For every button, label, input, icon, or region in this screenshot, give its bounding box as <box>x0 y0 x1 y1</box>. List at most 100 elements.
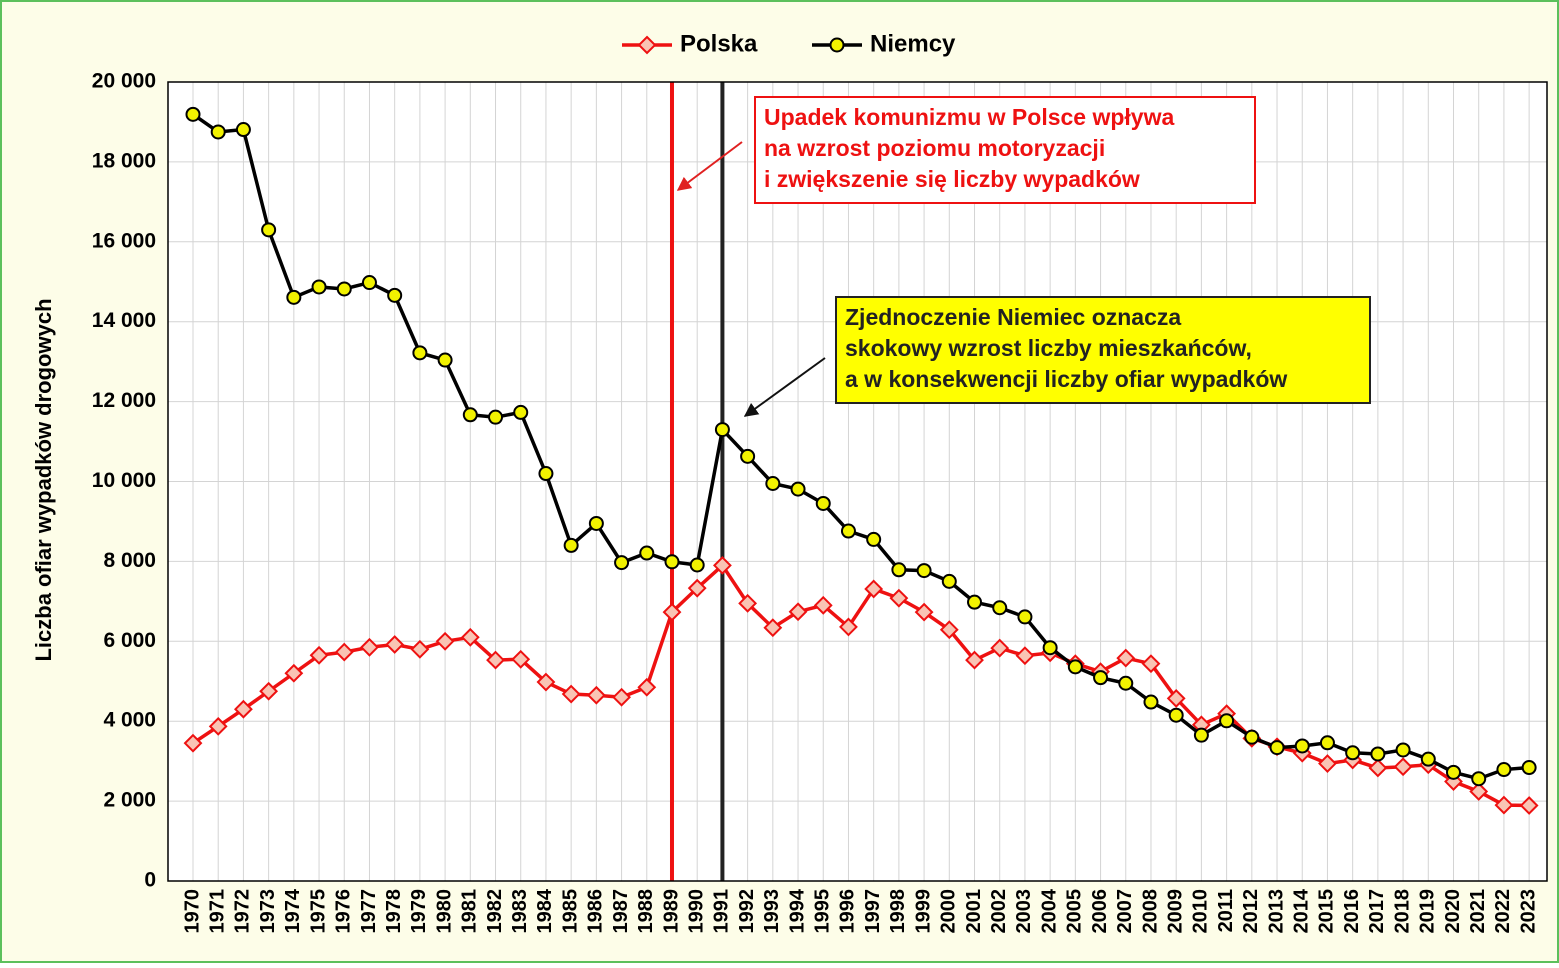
marker <box>939 620 959 640</box>
marker <box>1118 675 1134 691</box>
y-tick-label: 6 000 <box>103 629 156 652</box>
marker <box>235 122 251 138</box>
marker <box>311 279 327 295</box>
marker <box>1093 670 1109 686</box>
marker <box>941 573 957 589</box>
y-tick-label: 14 000 <box>92 309 156 332</box>
y-tick-label: 12 000 <box>92 389 156 412</box>
marker <box>185 106 201 122</box>
x-tick-label: 1972 <box>232 889 254 934</box>
x-tick-label: 1985 <box>559 889 581 934</box>
x-tick-label: 1975 <box>307 889 329 934</box>
x-tick-label: 2011 <box>1215 889 1237 932</box>
annotation-box <box>835 296 1371 404</box>
marker <box>839 617 858 637</box>
marker <box>1318 754 1337 773</box>
x-tick-label: 1986 <box>585 889 607 934</box>
y-axis-label: Liczba ofiar wypadków drogowych <box>31 298 56 661</box>
y-tick-label: 10 000 <box>92 469 156 492</box>
y-tick-label: 4 000 <box>103 709 156 732</box>
marker <box>210 124 226 140</box>
marker <box>740 448 756 464</box>
arrow <box>676 141 743 191</box>
marker <box>1496 762 1512 778</box>
marker <box>1319 735 1335 751</box>
marker <box>462 407 478 423</box>
marker <box>1141 654 1161 674</box>
marker <box>588 515 604 531</box>
marker <box>586 685 606 705</box>
marker <box>714 422 730 438</box>
x-tick-label: 1982 <box>484 889 506 934</box>
marker <box>1269 740 1285 756</box>
marker <box>840 523 856 539</box>
x-tick-label: 1981 <box>459 889 481 934</box>
marker <box>992 600 1008 616</box>
x-tick-label: 1983 <box>509 889 531 934</box>
marker <box>1067 659 1083 675</box>
marker <box>261 222 277 238</box>
marker <box>891 562 907 578</box>
x-tick-label: 1991 <box>711 889 733 934</box>
marker <box>1345 745 1361 761</box>
marker <box>1370 746 1386 762</box>
marker <box>1193 727 1209 743</box>
marker <box>1042 640 1058 656</box>
marker <box>1420 751 1436 767</box>
marker <box>1446 764 1461 780</box>
marker <box>511 649 531 669</box>
marker <box>990 638 1010 658</box>
annotation-text: a w konsekwencji liczby ofiar wypadków <box>845 366 1287 392</box>
marker <box>460 627 480 647</box>
marker <box>1521 760 1537 776</box>
y-tick-label: 8 000 <box>103 549 156 572</box>
marker <box>437 352 453 368</box>
x-tick-label: 2012 <box>1240 889 1262 934</box>
marker <box>965 650 984 670</box>
legend-marker <box>829 37 845 53</box>
x-tick-label: 2006 <box>1089 889 1111 934</box>
marker <box>513 404 529 420</box>
x-tick-label: 2010 <box>1190 889 1212 934</box>
marker <box>360 637 379 657</box>
legend-label: Niemcy <box>870 30 956 57</box>
marker <box>689 557 705 573</box>
marker <box>788 602 808 622</box>
marker <box>1395 742 1411 758</box>
marker <box>1168 707 1184 723</box>
plot-frame <box>167 81 1548 882</box>
annotation-text: Zjednoczenie Niemiec oznacza <box>845 304 1181 330</box>
x-tick-label: 1990 <box>685 889 707 934</box>
x-tick-label: 1987 <box>610 889 632 934</box>
x-tick-label: 2000 <box>938 889 960 934</box>
marker <box>1219 713 1235 729</box>
annotation-text: skokowy wzrost liczby mieszkańców, <box>845 335 1252 361</box>
marker <box>1519 796 1539 815</box>
marker <box>536 672 556 692</box>
x-tick-label: 2005 <box>1064 889 1086 934</box>
marker <box>738 593 758 613</box>
y-tick-label: 16 000 <box>92 229 156 252</box>
arrow <box>743 357 826 417</box>
marker <box>1393 757 1413 777</box>
marker <box>259 681 279 701</box>
x-tick-label: 1979 <box>408 889 430 934</box>
marker <box>361 275 377 291</box>
marker <box>1469 782 1489 801</box>
marker <box>664 554 680 570</box>
x-tick-label: 1996 <box>837 889 859 934</box>
x-tick-label: 2019 <box>1417 889 1439 934</box>
marker <box>637 677 657 697</box>
annotation-box <box>754 96 1256 204</box>
x-tick-label: 1997 <box>862 889 884 934</box>
marker <box>488 409 504 425</box>
marker <box>687 578 707 598</box>
x-tick-label: 2023 <box>1517 889 1539 934</box>
x-tick-label: 1980 <box>433 889 455 934</box>
marker <box>334 642 354 662</box>
legend-label: Polska <box>680 30 758 57</box>
marker <box>889 588 909 608</box>
x-tick-label: 1976 <box>333 889 355 934</box>
marker <box>336 281 352 297</box>
